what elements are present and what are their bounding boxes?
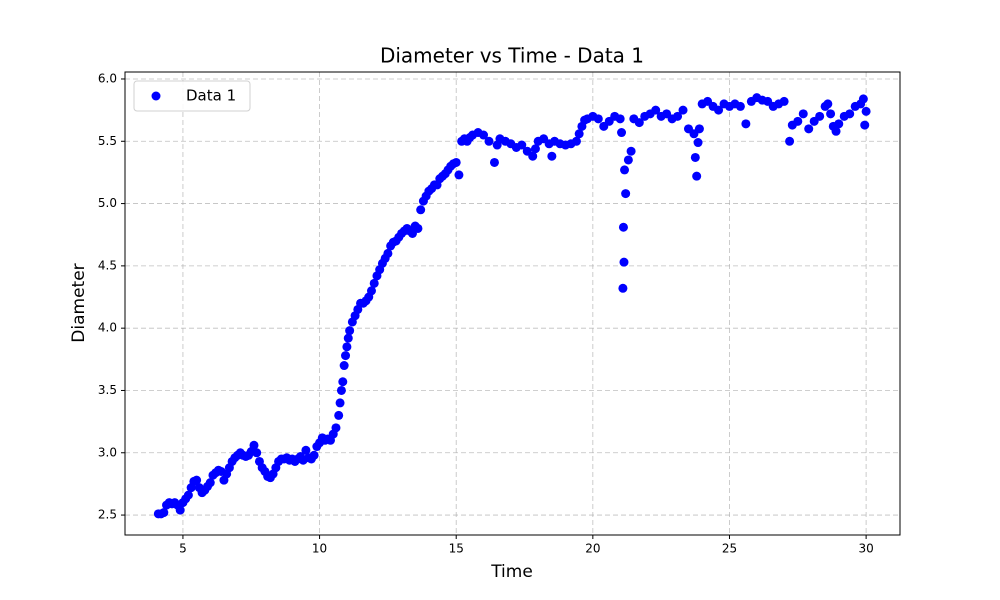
point bbox=[252, 448, 262, 458]
point bbox=[858, 94, 868, 104]
point bbox=[651, 105, 661, 115]
y-tick-label: 5.5 bbox=[98, 134, 117, 148]
point bbox=[623, 155, 633, 165]
point bbox=[530, 144, 540, 154]
point bbox=[338, 377, 348, 387]
x-axis-label: Time bbox=[490, 562, 533, 582]
point bbox=[798, 109, 808, 119]
point bbox=[804, 124, 814, 134]
point bbox=[621, 189, 631, 199]
point bbox=[366, 286, 376, 296]
point bbox=[517, 140, 527, 150]
point bbox=[626, 146, 636, 156]
point bbox=[205, 478, 215, 488]
point bbox=[693, 138, 703, 148]
point bbox=[618, 222, 628, 232]
y-tick-label: 4.5 bbox=[98, 258, 117, 272]
point bbox=[342, 342, 352, 352]
point bbox=[634, 118, 644, 128]
y-tick-label: 4.0 bbox=[98, 321, 117, 335]
point bbox=[735, 101, 745, 111]
point bbox=[343, 333, 353, 343]
point bbox=[618, 283, 628, 293]
point bbox=[617, 128, 627, 138]
point bbox=[416, 205, 426, 215]
point bbox=[593, 114, 603, 124]
point bbox=[301, 445, 311, 455]
point bbox=[183, 490, 193, 500]
point bbox=[528, 151, 538, 161]
plot-frame bbox=[124, 71, 901, 536]
chart-title: Diameter vs Time - Data 1 bbox=[380, 44, 644, 68]
y-tick-label: 6.0 bbox=[98, 71, 117, 85]
point bbox=[678, 105, 688, 115]
legend-marker bbox=[151, 91, 161, 101]
point bbox=[574, 129, 584, 139]
point bbox=[834, 119, 844, 129]
y-tick-label: 3.5 bbox=[98, 383, 117, 397]
point bbox=[615, 114, 625, 124]
x-tick-label: 5 bbox=[179, 542, 187, 556]
point bbox=[779, 96, 789, 106]
point bbox=[694, 124, 704, 134]
point bbox=[451, 157, 461, 167]
point bbox=[369, 278, 379, 288]
point bbox=[741, 119, 751, 129]
y-tick-label: 5.0 bbox=[98, 196, 117, 210]
x-tick-label: 10 bbox=[312, 542, 327, 556]
y-tick-label: 3.0 bbox=[98, 445, 117, 459]
point bbox=[413, 223, 423, 233]
point bbox=[793, 116, 803, 126]
point bbox=[339, 361, 349, 371]
point bbox=[489, 157, 499, 167]
point bbox=[192, 475, 202, 485]
point bbox=[479, 130, 489, 140]
x-tick-label: 25 bbox=[722, 542, 737, 556]
point bbox=[345, 326, 355, 336]
point bbox=[159, 508, 169, 518]
point bbox=[331, 423, 341, 433]
point bbox=[845, 109, 855, 119]
point bbox=[547, 151, 557, 161]
y-axis-label: Diameter bbox=[69, 263, 89, 342]
x-tick-label: 15 bbox=[449, 542, 464, 556]
point bbox=[454, 170, 464, 180]
point bbox=[673, 111, 683, 121]
legend-label: Data 1 bbox=[186, 87, 236, 105]
point bbox=[815, 111, 825, 121]
point bbox=[826, 109, 836, 119]
point bbox=[335, 398, 345, 408]
point bbox=[334, 410, 344, 420]
point bbox=[309, 450, 319, 460]
point bbox=[785, 136, 795, 146]
point bbox=[831, 126, 841, 136]
point bbox=[620, 165, 630, 175]
point bbox=[341, 351, 351, 361]
point bbox=[249, 440, 259, 450]
point bbox=[690, 152, 700, 162]
legend-box bbox=[133, 80, 251, 112]
y-tick-label: 2.5 bbox=[98, 508, 117, 522]
point bbox=[823, 99, 833, 109]
point bbox=[714, 105, 724, 115]
x-tick-label: 20 bbox=[585, 542, 600, 556]
point bbox=[336, 385, 346, 395]
point bbox=[175, 505, 185, 515]
point bbox=[860, 120, 870, 130]
point bbox=[383, 248, 393, 258]
point bbox=[861, 106, 871, 116]
point bbox=[571, 136, 581, 146]
point bbox=[619, 257, 629, 267]
point bbox=[484, 136, 494, 146]
x-tick-label: 30 bbox=[858, 542, 873, 556]
point bbox=[692, 171, 702, 181]
